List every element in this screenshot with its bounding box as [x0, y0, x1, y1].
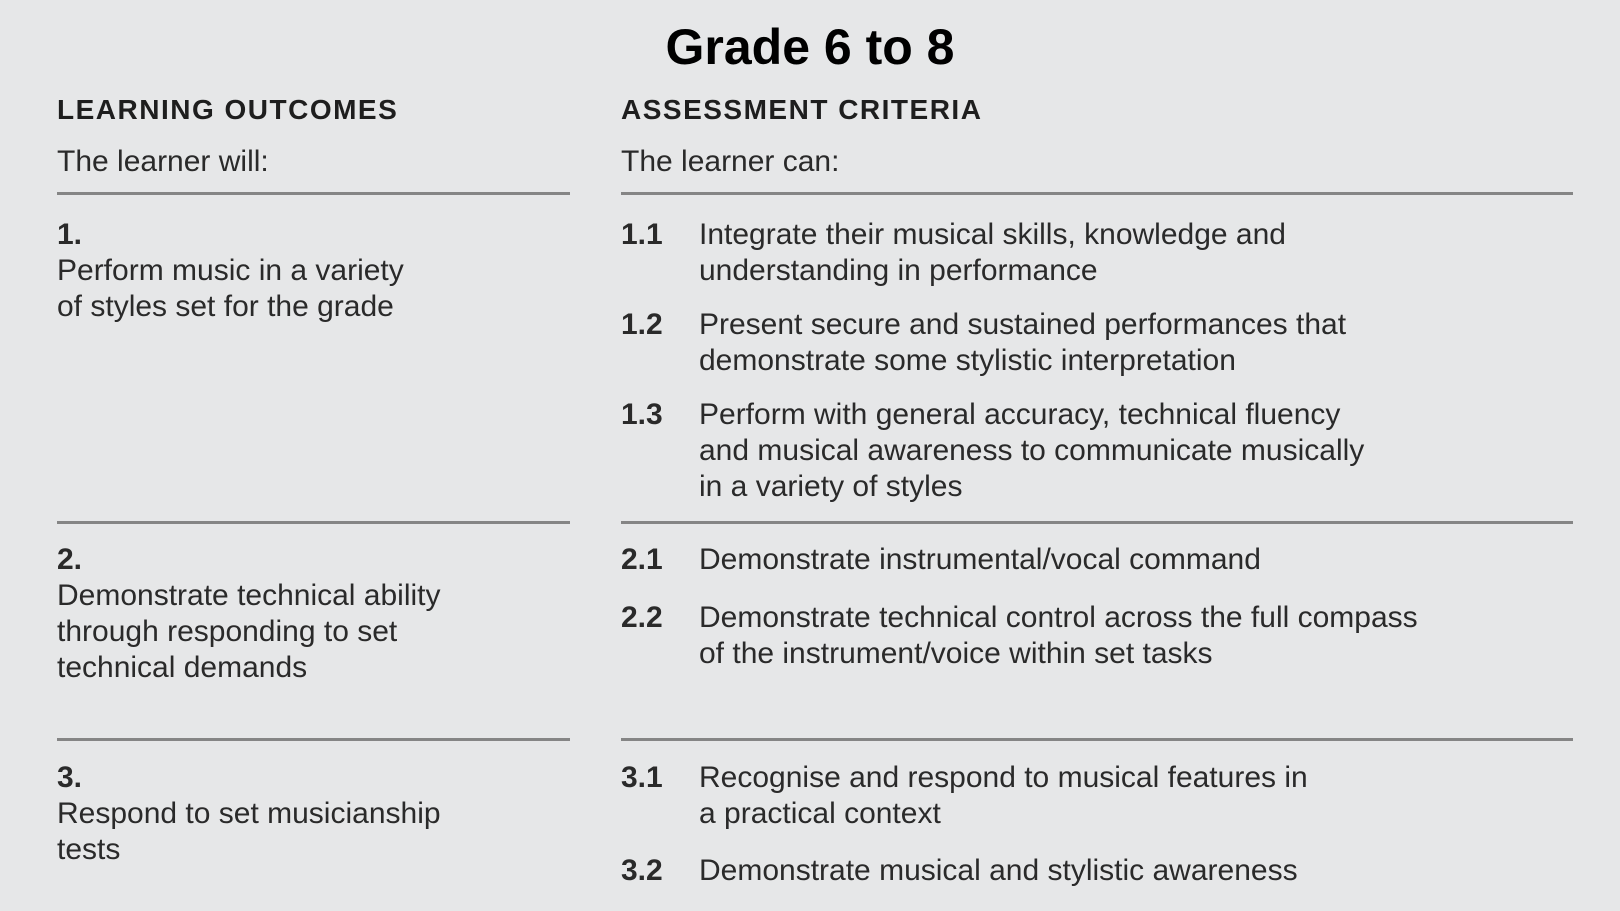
assessment-criteria-heading: ASSESSMENT CRITERIA — [621, 94, 983, 125]
divider — [621, 192, 1573, 195]
criterion-text-line: Recognise and respond to musical feature… — [699, 761, 1308, 794]
criterion-number: 3.1 — [621, 761, 663, 794]
learning-outcome-3: 3. Respond to set musicianship tests — [57, 760, 577, 868]
criterion-3-2: 3.2 Demonstrate musical and stylistic aw… — [621, 853, 1581, 889]
criterion-text-line: in a variety of styles — [699, 470, 963, 503]
learning-outcome-2: 2. Demonstrate technical ability through… — [57, 542, 577, 686]
criterion-number: 1.1 — [621, 218, 663, 251]
outcome-number: 1. — [57, 218, 83, 251]
divider — [621, 738, 1573, 741]
divider — [57, 738, 570, 741]
criterion-2-2: 2.2 Demonstrate technical control across… — [621, 600, 1581, 672]
learning-outcome-1: 1. Perform music in a variety of styles … — [57, 217, 577, 325]
divider — [57, 192, 570, 195]
criterion-text-line: a practical context — [699, 797, 941, 830]
outcome-text-line: of styles set for the grade — [57, 290, 394, 323]
criterion-number: 2.1 — [621, 543, 663, 576]
criterion-1-2: 1.2 Present secure and sustained perform… — [621, 307, 1581, 379]
outcome-number: 3. — [57, 761, 83, 794]
criterion-text-line: Perform with general accuracy, technical… — [699, 398, 1341, 431]
criterion-1-1: 1.1 Integrate their musical skills, know… — [621, 217, 1581, 289]
criterion-number: 1.2 — [621, 308, 663, 341]
criterion-text-line: Demonstrate musical and stylistic awaren… — [699, 854, 1298, 887]
learning-outcomes-intro: The learner will: — [57, 145, 269, 178]
learning-outcomes-heading: LEARNING OUTCOMES — [57, 94, 399, 125]
outcome-text-line: Respond to set musicianship — [57, 797, 441, 830]
criterion-1-3: 1.3 Perform with general accuracy, techn… — [621, 397, 1581, 505]
criterion-text-line: understanding in performance — [699, 254, 1098, 287]
page-title: Grade 6 to 8 — [665, 19, 955, 75]
criterion-number: 2.2 — [621, 601, 663, 634]
criterion-text-line: and musical awareness to communicate mus… — [699, 434, 1365, 467]
criterion-text-line: Present secure and sustained performance… — [699, 308, 1347, 341]
outcome-number: 2. — [57, 543, 83, 576]
criterion-text-line: of the instrument/voice within set tasks — [699, 637, 1213, 670]
criterion-text-line: demonstrate some stylistic interpretatio… — [699, 344, 1236, 377]
criterion-text-line: Demonstrate technical control across the… — [699, 601, 1418, 634]
criterion-2-1: 2.1 Demonstrate instrumental/vocal comma… — [621, 542, 1581, 578]
outcome-text-line: Perform music in a variety — [57, 254, 404, 287]
divider — [621, 521, 1573, 524]
outcome-text-line: tests — [57, 833, 121, 866]
criterion-text-line: Demonstrate instrumental/vocal command — [699, 543, 1261, 576]
outcome-text-line: Demonstrate technical ability — [57, 579, 441, 612]
criterion-text-line: Integrate their musical skills, knowledg… — [699, 218, 1286, 251]
outcome-text-line: technical demands — [57, 651, 308, 684]
criterion-3-1: 3.1 Recognise and respond to musical fea… — [621, 760, 1581, 832]
assessment-criteria-intro: The learner can: — [621, 145, 840, 178]
criterion-number: 1.3 — [621, 398, 663, 431]
criterion-number: 3.2 — [621, 854, 663, 887]
divider — [57, 521, 570, 524]
outcome-text-line: through responding to set — [57, 615, 398, 648]
